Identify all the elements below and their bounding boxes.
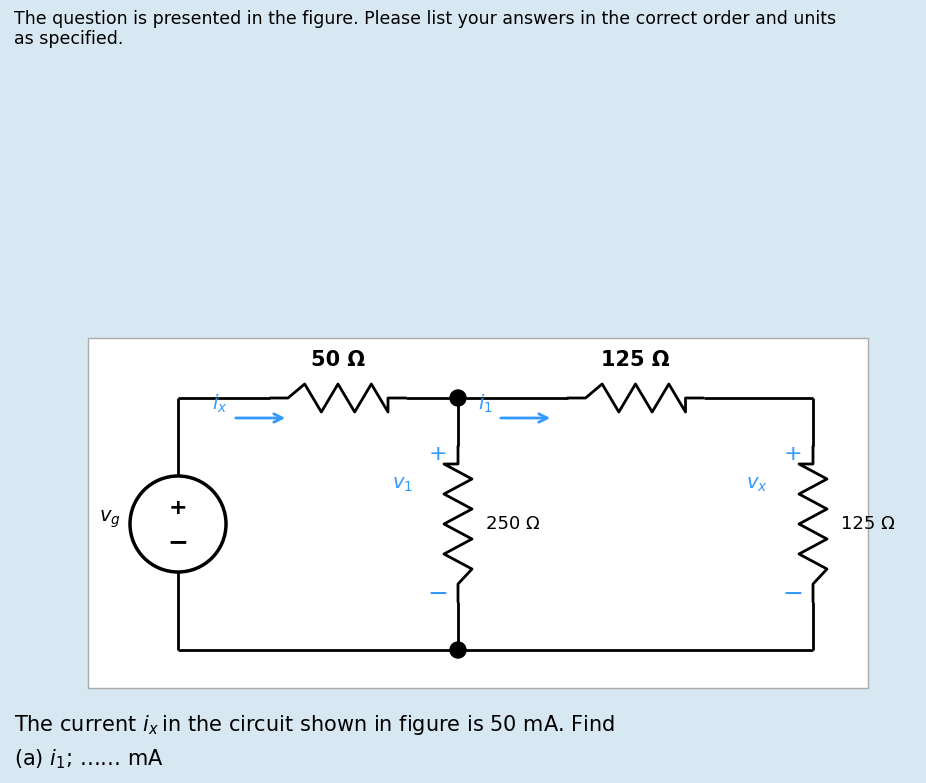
Text: −: − xyxy=(782,582,804,606)
Text: (b) $v_x$; …… V: (b) $v_x$; …… V xyxy=(14,781,150,783)
Text: (a) $i_1$; …… mA: (a) $i_1$; …… mA xyxy=(14,747,164,770)
Text: 125 Ω: 125 Ω xyxy=(841,515,895,533)
Text: +: + xyxy=(429,444,447,464)
Text: 125 Ω: 125 Ω xyxy=(601,350,669,370)
Text: $i_x$: $i_x$ xyxy=(212,393,228,415)
Text: The current $i_x$ in the circuit shown in figure is 50 mA. Find: The current $i_x$ in the circuit shown i… xyxy=(14,713,615,737)
Text: −: − xyxy=(168,530,189,554)
Text: The question is presented in the figure. Please list your answers in the correct: The question is presented in the figure.… xyxy=(14,10,836,28)
Text: $v_1$: $v_1$ xyxy=(392,474,413,493)
Text: −: − xyxy=(428,582,448,606)
Text: $v_g$: $v_g$ xyxy=(99,508,120,530)
Text: 250 Ω: 250 Ω xyxy=(486,515,540,533)
Text: as specified.: as specified. xyxy=(14,30,123,48)
Text: +: + xyxy=(169,498,187,518)
Bar xyxy=(88,338,868,688)
Text: 50 Ω: 50 Ω xyxy=(311,350,365,370)
Text: $i_1$: $i_1$ xyxy=(478,393,493,415)
Text: $v_x$: $v_x$ xyxy=(746,474,768,493)
Text: +: + xyxy=(783,444,802,464)
Circle shape xyxy=(450,642,466,658)
Circle shape xyxy=(450,390,466,406)
